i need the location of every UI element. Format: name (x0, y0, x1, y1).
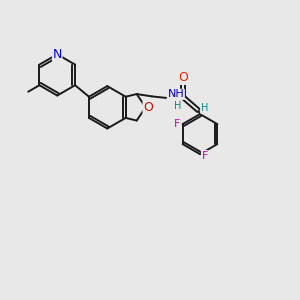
Text: H: H (201, 103, 208, 113)
Text: N: N (52, 48, 62, 61)
Text: F: F (174, 119, 180, 129)
Text: O: O (178, 71, 188, 84)
Text: O: O (143, 101, 153, 114)
Text: F: F (202, 151, 208, 160)
Text: NH: NH (168, 89, 184, 99)
Text: H: H (174, 101, 182, 111)
